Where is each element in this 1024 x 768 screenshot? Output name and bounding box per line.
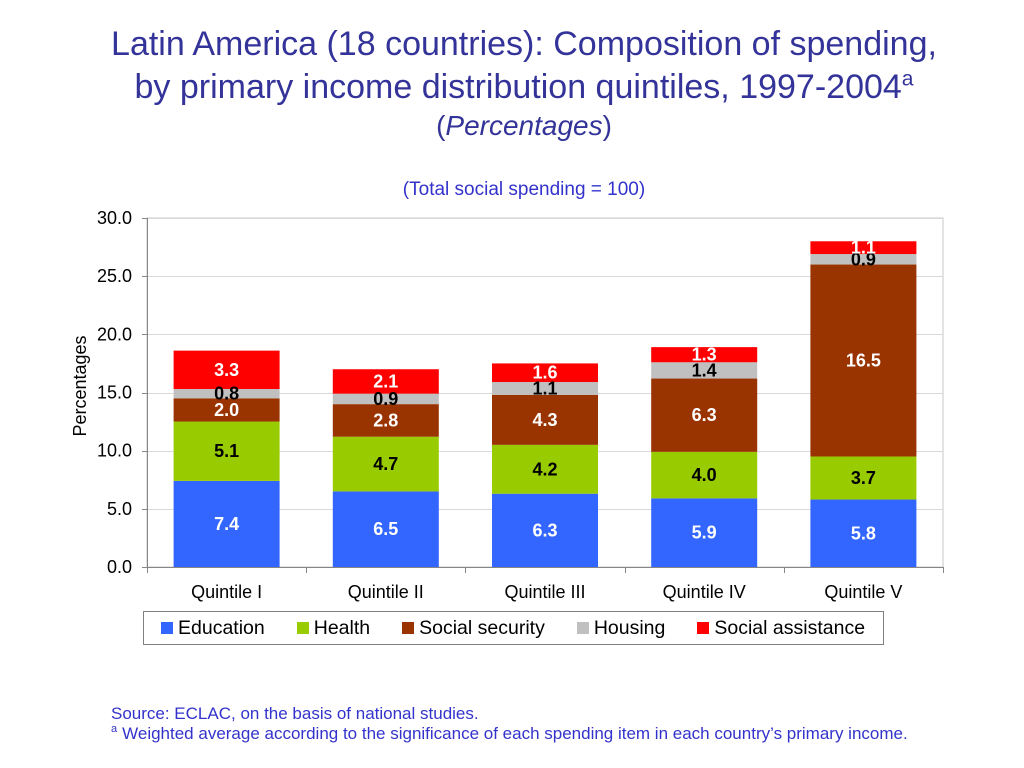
legend-swatch-housing (576, 622, 589, 634)
data-label: 0.9 (851, 249, 876, 269)
units-open-paren: ( (436, 110, 446, 141)
data-label: 5.9 (692, 523, 717, 543)
bar-social-assistance-quintile-ii (332, 369, 439, 394)
y-tick-label: 20.0 (97, 324, 132, 344)
footnote: a Weighted average according to the signi… (111, 724, 908, 744)
bar-health-quintile-ii (332, 436, 439, 492)
title-line-2-text: by primary income distribution quintiles… (134, 68, 902, 106)
y-tick-label: 15.0 (97, 383, 132, 403)
title-line-2: by primary income distribution quintiles… (24, 67, 1024, 107)
x-tick-label: Quintile III (504, 582, 585, 602)
legend-item-health: Health (296, 617, 371, 639)
units-text: Percentages (445, 110, 603, 141)
footnote-text: Weighted average according to the signif… (122, 724, 908, 743)
legend-label-social-assistance: Social assistance (714, 617, 866, 639)
bar-social-security-quintile-i (173, 398, 280, 422)
x-tick-label: Quintile II (348, 582, 424, 602)
bar-segments (173, 241, 917, 567)
bar-housing-quintile-i (173, 389, 280, 399)
title-units: (Percentages) (24, 110, 1024, 142)
legend-item-social-security: Social security (402, 617, 545, 639)
units-close-paren: ) (602, 110, 612, 141)
data-label: 4.3 (532, 410, 557, 430)
data-label: 1.3 (692, 345, 717, 365)
data-label: 5.8 (851, 523, 876, 543)
y-tick-label: 10.0 (97, 441, 132, 461)
chart-legend: Education Health Social security Housing… (143, 611, 884, 645)
bar-social-assistance-quintile-iii (492, 363, 598, 383)
data-label: 6.3 (692, 405, 717, 425)
data-label: 3.3 (214, 360, 239, 380)
bar-housing-quintile-ii (332, 393, 439, 405)
data-label: 4.7 (373, 454, 398, 474)
data-label: 5.1 (214, 441, 239, 461)
data-label: 0.9 (373, 389, 398, 409)
data-label: 2.0 (214, 400, 239, 420)
legend-swatch-health (296, 622, 309, 634)
source-note: Source: ECLAC, on the basis of national … (111, 704, 479, 723)
bar-housing-quintile-iii (492, 382, 598, 395)
data-label: 2.1 (373, 371, 398, 391)
data-label: 3.7 (851, 468, 876, 488)
data-label: 4.2 (532, 459, 557, 479)
x-tick-label: Quintile V (824, 582, 902, 602)
bar-health-quintile-i (173, 421, 280, 481)
data-label: 1.1 (851, 238, 876, 258)
legend-swatch-social-security (402, 622, 415, 634)
bar-education-quintile-iii (492, 493, 598, 567)
title-line-1: Latin America (18 countries): Compositio… (111, 25, 937, 63)
data-label: 2.8 (373, 410, 398, 430)
bar-social-security-quintile-v (810, 264, 917, 457)
y-axis-label: Percentages (70, 335, 90, 436)
legend-swatch-education (161, 622, 173, 634)
data-label: 16.5 (846, 351, 881, 371)
y-tick-label: 25.0 (97, 266, 132, 286)
chart-subtitle: (Total social spending = 100) (402, 179, 646, 200)
bar-social-security-quintile-ii (332, 404, 439, 437)
y-tick-label: 30.0 (97, 208, 132, 228)
legend-item-social-assistance: Social assistance (697, 617, 865, 639)
data-labels: 7.45.12.00.83.36.54.72.80.92.16.34.24.31… (214, 238, 881, 544)
bar-housing-quintile-v (810, 254, 917, 265)
bar-education-quintile-iv (651, 498, 758, 567)
data-label: 1.1 (532, 378, 557, 398)
bar-social-assistance-quintile-i (173, 350, 280, 390)
x-tick-label: Quintile I (191, 582, 262, 602)
bar-education-quintile-v (810, 499, 917, 567)
legend-label-health: Health (313, 617, 371, 639)
data-label: 0.8 (214, 384, 239, 404)
data-label: 6.3 (532, 520, 557, 540)
legend-item-housing: Housing (576, 617, 666, 639)
y-tick-label: 5.0 (107, 499, 132, 519)
legend-label-housing: Housing (593, 617, 666, 639)
title-note-marker: a (901, 67, 914, 91)
bar-education-quintile-ii (332, 491, 439, 567)
legend-label-education: Education (178, 617, 265, 639)
bar-education-quintile-i (173, 480, 280, 567)
bar-social-assistance-quintile-v (810, 241, 917, 255)
data-label: 1.4 (692, 360, 717, 380)
x-tick-label: Quintile IV (663, 582, 746, 602)
y-tick-label: 0.0 (107, 557, 132, 577)
data-label: 1.6 (532, 363, 557, 383)
bar-social-security-quintile-iii (492, 394, 598, 445)
legend-swatch-social-assistance (697, 622, 710, 634)
bar-social-security-quintile-iv (651, 378, 758, 452)
bar-housing-quintile-iv (651, 362, 758, 379)
data-label: 7.4 (214, 514, 239, 534)
bar-health-quintile-iii (492, 444, 598, 494)
legend-label-social-security: Social security (419, 617, 545, 639)
bar-health-quintile-iv (651, 451, 758, 499)
axes: 0.0 5.0 10.0 15.0 20.0 25.0 30.0 Quintile I Quin… (97, 208, 944, 602)
data-label: 6.5 (373, 519, 398, 539)
legend-item-education: Education (161, 617, 265, 639)
data-label: 4.0 (692, 465, 717, 485)
footnote-marker: a (111, 723, 118, 736)
bar-social-assistance-quintile-iv (651, 347, 758, 363)
bar-health-quintile-v (810, 456, 917, 500)
